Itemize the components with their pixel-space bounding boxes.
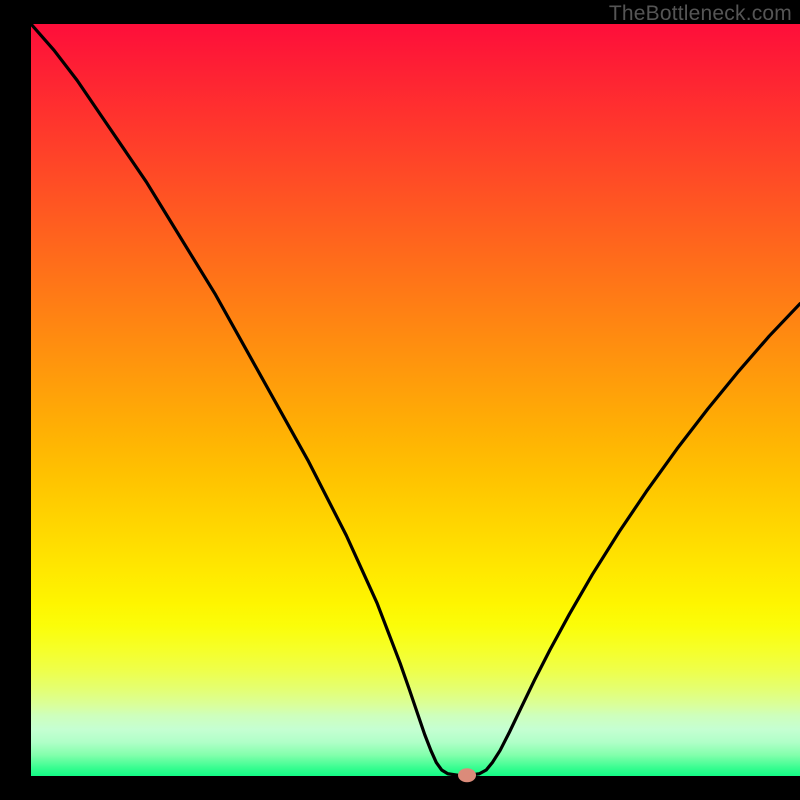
watermark-text: TheBottleneck.com <box>609 2 792 26</box>
optimum-marker <box>458 768 476 782</box>
plot-background <box>31 24 800 776</box>
chart-container: { "watermark": { "text": "TheBottleneck.… <box>0 0 800 800</box>
bottleneck-curve-chart <box>0 0 800 800</box>
